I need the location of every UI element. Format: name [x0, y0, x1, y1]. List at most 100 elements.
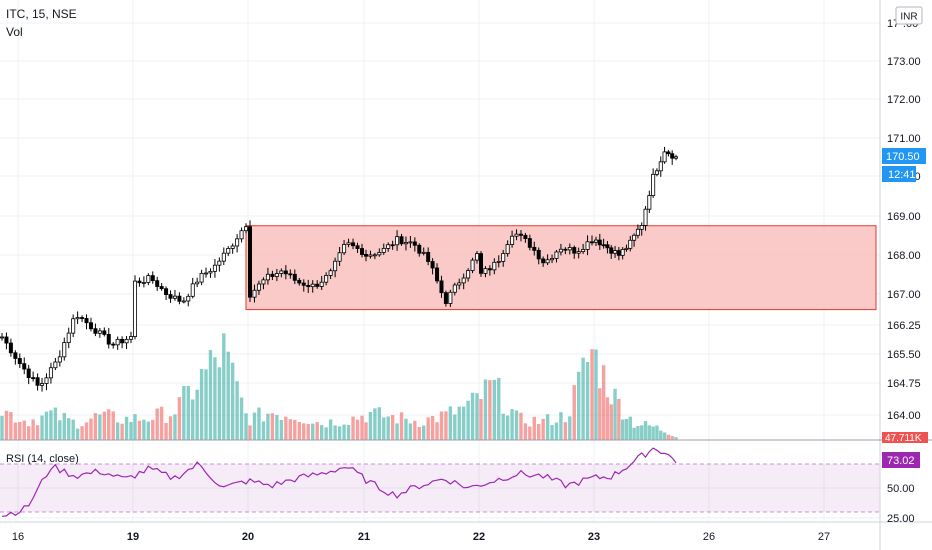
volume-bar — [444, 411, 448, 440]
candle-body — [386, 244, 391, 249]
candle-body — [292, 273, 297, 281]
volume-bar — [453, 414, 457, 440]
volume-bar — [297, 422, 301, 440]
volume-bar — [13, 422, 18, 440]
price-tick-label: 167.00 — [887, 289, 921, 301]
candle-body — [613, 250, 618, 254]
volume-bar — [252, 412, 257, 440]
rsi-axis[interactable]: 50.00 25.00 — [887, 483, 915, 525]
candle-body — [496, 260, 501, 263]
volume-bar — [124, 416, 129, 440]
time-axis[interactable]: 16 19 20 21 22 23 26 27 — [12, 531, 830, 543]
candle-body — [0, 336, 4, 339]
price-tick-label: 165.50 — [887, 349, 921, 361]
volume-bar — [563, 422, 568, 440]
candle-body — [474, 253, 479, 261]
volume-bar — [355, 419, 360, 440]
candle-body — [635, 228, 640, 236]
candle-body — [217, 260, 222, 266]
volume-bar — [422, 425, 426, 440]
volume-bar — [497, 377, 501, 440]
candle-body — [155, 280, 160, 287]
candle-body — [514, 233, 519, 237]
candle-body — [452, 284, 457, 293]
volume-bar — [373, 408, 377, 440]
volume-bar — [620, 419, 625, 440]
candle-body — [439, 280, 444, 294]
volume-legend[interactable]: Vol — [6, 25, 23, 39]
candle-body — [93, 328, 98, 334]
candle-body — [48, 367, 53, 379]
volume-bar — [53, 407, 58, 440]
candle-body — [97, 330, 102, 334]
volume-bar — [590, 349, 594, 440]
currency-label: INR — [900, 12, 917, 23]
volume-bar — [58, 420, 62, 440]
volume-bar — [159, 406, 164, 440]
volume-bar — [360, 415, 364, 440]
volume-bar — [62, 413, 66, 440]
candle-body — [44, 377, 49, 384]
volume-bar — [670, 436, 674, 440]
volume-bar — [636, 426, 640, 440]
volume-bar — [417, 426, 421, 440]
candle-body — [412, 241, 417, 246]
volume-bar — [541, 418, 545, 440]
volume-bar — [470, 392, 475, 440]
price-tick-label: 166.25 — [887, 320, 921, 332]
time-tick-label: 21 — [358, 531, 370, 543]
candle-body — [124, 338, 129, 344]
volume-bar — [230, 362, 235, 440]
candle-body — [301, 282, 306, 286]
volume-bar — [168, 416, 173, 440]
volume-bar — [346, 424, 351, 440]
volume-bar — [435, 422, 439, 440]
volume-bar — [333, 425, 337, 440]
volume-bar — [545, 414, 550, 440]
candle-body — [279, 270, 284, 274]
volume-bar — [605, 397, 610, 440]
candle-body — [448, 291, 453, 304]
volume-bar — [195, 389, 199, 440]
candle-body — [523, 234, 528, 239]
volume-bar — [26, 426, 31, 440]
candles — [0, 146, 679, 392]
candle-body — [71, 318, 76, 334]
volume-bar — [199, 369, 204, 440]
volume-bar — [18, 421, 22, 440]
volume-bar — [71, 419, 75, 440]
rsi-legend[interactable]: RSI (14, close) — [6, 453, 79, 465]
candle-body — [666, 151, 671, 155]
volume-bar — [49, 410, 53, 440]
candle-body — [315, 283, 320, 287]
candle-body — [346, 242, 351, 245]
volume-bar — [235, 381, 239, 440]
candle-body — [372, 254, 377, 257]
volume-bar — [146, 421, 151, 440]
currency-badge[interactable] — [895, 6, 923, 25]
candle-body — [204, 272, 209, 275]
symbol-legend[interactable]: ITC, 15, NSE — [6, 7, 77, 21]
candle-body — [426, 251, 431, 262]
candle-body — [120, 338, 125, 344]
candle-body — [430, 261, 435, 269]
price-axis[interactable]: 17·.00173.00172.00171.00170.00169.00168.… — [887, 18, 921, 422]
candle-body — [457, 282, 462, 286]
candle-body — [243, 226, 248, 232]
volume-bar — [674, 437, 678, 440]
volume-bar — [382, 417, 386, 440]
volume-bar — [585, 361, 590, 440]
volume-bar — [129, 422, 133, 440]
candle-body — [545, 259, 550, 264]
volume-value-badge — [882, 432, 928, 443]
rsi-value-badge — [882, 452, 920, 468]
volume-bar — [609, 404, 613, 440]
candle-body — [288, 273, 293, 276]
candle-body — [274, 273, 279, 277]
volume-bar — [293, 419, 297, 440]
rsi-line — [1, 447, 677, 517]
consolidation-zone[interactable] — [245, 225, 877, 311]
time-tick-label: 16 — [12, 531, 24, 543]
volume-bar — [248, 425, 252, 440]
